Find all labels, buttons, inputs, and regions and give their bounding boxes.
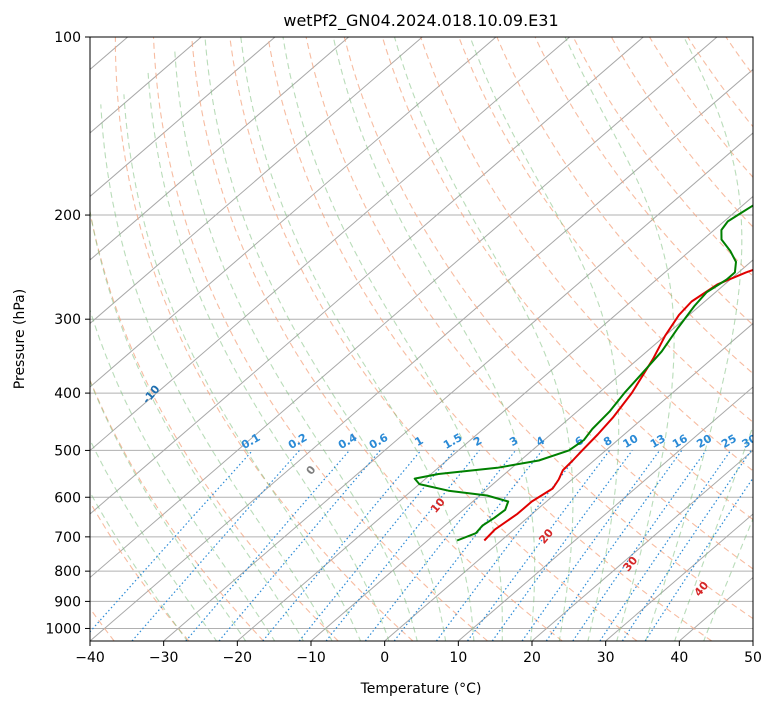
moist-adiabat-line: [90, 208, 305, 641]
isotherm-line: [237, 195, 753, 641]
mixing-ratio-line: [491, 450, 633, 641]
moist-adiabat-line: [645, 37, 743, 641]
isotherm-line: [531, 449, 753, 641]
mixing-ratio-line: [262, 450, 422, 641]
isotherm-line: [90, 37, 497, 388]
dry-adiabat-line: [267, 37, 713, 641]
mixing-ratio-line: [185, 450, 350, 641]
mixing-ratio-line: [364, 450, 517, 641]
y-tick-label: 100: [54, 30, 81, 46]
x-tick-label: 20: [523, 650, 541, 666]
dry-adiabat-line: [229, 37, 638, 641]
dry-adiabat-line: [305, 37, 753, 620]
y-tick-label: 900: [54, 594, 81, 610]
y-tick-label: 700: [54, 530, 81, 546]
moist-adiabat-line: [90, 308, 276, 641]
dry-adiabat-line: [191, 37, 563, 641]
y-tick-label: 1000: [45, 621, 81, 637]
isotherm-line: [384, 322, 753, 641]
dry-adiabat-line: [572, 37, 753, 277]
mixing-ratio-line: [393, 450, 543, 641]
plot-frame: [89, 36, 754, 642]
moist-adiabat-line: [282, 37, 503, 641]
moist-adiabat-line: [123, 94, 362, 641]
y-tick-label: 200: [54, 208, 81, 224]
dry-adiabat-line: [90, 501, 190, 641]
isotherm-line: [90, 37, 570, 452]
isotherm-line: [458, 386, 753, 641]
x-tick-label: −30: [149, 650, 179, 666]
y-tick-label: 400: [54, 386, 81, 402]
moist-adiabat-line: [90, 379, 247, 641]
isotherm-line: [605, 513, 753, 641]
mixing-ratio-line: [572, 450, 707, 641]
dry-adiabat-line: [764, 37, 775, 641]
moist-adiabat-line: [564, 37, 675, 641]
mixing-ratio-label: 36: [760, 432, 775, 451]
plot-area: [90, 37, 753, 641]
moist-adiabat-line: [393, 37, 574, 641]
mixing-ratio-line: [599, 450, 732, 641]
x-axis-title: Temperature (°C): [360, 681, 482, 697]
sounding-profiles: [413, 204, 753, 542]
dry-adiabat-line: [649, 37, 753, 179]
mixing-ratio-line: [90, 449, 254, 633]
dry-adiabat-label: -20: [68, 346, 91, 370]
y-tick-label: 800: [54, 564, 81, 580]
dry-adiabat-line: [90, 378, 264, 641]
chart-title: wetPf2_GN04.2024.018.10.09.E31: [283, 11, 558, 31]
moist-adiabat-line: [174, 49, 418, 641]
y-tick-label: 600: [54, 490, 81, 506]
dry-adiabat-line: [534, 37, 753, 326]
mixing-ratio-line: [521, 450, 661, 641]
dry-adiabat-line: [90, 209, 339, 641]
dry-adiabat-line: [114, 37, 414, 641]
mixing-ratio-line: [298, 450, 456, 641]
y-tick-label: 300: [54, 312, 81, 328]
y-axis-title: Pressure (hPa): [12, 289, 28, 389]
axes: −40 −30 −20 −10 0 10 20 30 40 50 100 200 300 400 500 60…: [45, 30, 762, 666]
dry-adiabat-line: [496, 37, 753, 375]
x-tick-label: 30: [597, 650, 615, 666]
moist-adiabat-line: [469, 37, 620, 641]
x-tick-label: 50: [744, 650, 762, 666]
mixing-ratio-line: [545, 450, 683, 641]
moist-adiabat-line: [100, 104, 333, 641]
dry-adiabat-line: [343, 37, 753, 570]
isotherm-line: [90, 37, 276, 198]
temperature-profile-line: [483, 268, 753, 542]
isotherm-line: [752, 640, 753, 641]
x-tick-label: −40: [75, 650, 105, 666]
isotherm-line: [90, 37, 718, 579]
moist-adiabat-line: [703, 517, 753, 641]
dewpoint-profile-line: [413, 204, 753, 542]
moist-adiabat-line: [332, 37, 536, 641]
moist-adiabat-line: [674, 424, 753, 641]
dry-adiabat-line: [420, 37, 753, 472]
background-lines: [90, 37, 775, 641]
x-tick-label: −20: [223, 650, 253, 666]
dry-adiabat-line: [381, 37, 753, 521]
x-tick-label: −10: [296, 650, 326, 666]
mixing-ratio-line: [325, 450, 480, 641]
x-tick-label: 0: [380, 650, 389, 666]
dry-adiabat-line: [152, 37, 488, 641]
mixing-ratio-line: [218, 450, 381, 641]
y-tick-label: 500: [54, 443, 81, 459]
mixing-ratio-label: 30: [740, 432, 760, 451]
dry-adiabat-line: [458, 37, 753, 423]
x-tick-label: 40: [670, 650, 688, 666]
isotherm-line: [90, 37, 349, 261]
moist-adiabat-line: [204, 37, 447, 641]
isotherm-line: [163, 132, 753, 641]
isotherm-line: [90, 37, 644, 515]
moist-adiabat-line: [90, 491, 188, 641]
moist-adiabat-line: [147, 72, 390, 641]
isotherm-line: [90, 37, 423, 325]
x-tick-label: 10: [449, 650, 467, 666]
